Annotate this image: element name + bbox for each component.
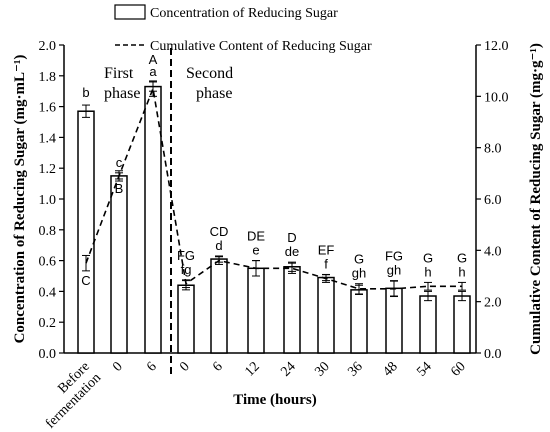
x-tick-label: 12 — [242, 359, 263, 380]
left-tick-label: 0.8 — [39, 224, 57, 239]
cumulative-line — [85, 85, 462, 290]
y-left-axis-title: Concentration of Reducing Sugar (mg·mL⁻¹… — [12, 55, 28, 344]
left-tick-label: 1.2 — [39, 162, 57, 177]
bar-significance-letter: gh — [387, 263, 401, 278]
right-tick-label: 8.0 — [484, 142, 502, 157]
bar — [144, 85, 162, 354]
left-tick-label: 0.0 — [39, 347, 57, 362]
phase-2-label-line1: Second — [186, 65, 233, 82]
x-tick-label: 24 — [278, 359, 299, 380]
bar-significance-letter: d — [215, 238, 222, 253]
bar-significance-letter: h — [424, 264, 431, 279]
legend-bar-label: Concentration of Reducing Sugar — [150, 6, 338, 21]
right-tick-label: 12.0 — [484, 39, 509, 54]
line-significance-letter: CD — [210, 224, 229, 239]
bar-significance-letter: f — [324, 256, 328, 271]
left-tick-label: 0.4 — [39, 285, 57, 300]
x-tick-label: 0 — [110, 359, 126, 375]
left-tick-label: 1.8 — [39, 70, 57, 85]
line-series: C B A FG CD DE D EF G FG G G — [81, 52, 467, 298]
legend: Concentration of Reducing Sugar Cumulati… — [114, 4, 372, 54]
x-tick-label: 54 — [414, 359, 435, 380]
x-tick-label: 6 — [144, 359, 160, 375]
bar — [110, 175, 128, 354]
phase-1-label-line1: First — [104, 65, 134, 82]
legend-line-label: Cumulative Content of Reducing Sugar — [150, 39, 372, 54]
line-significance-letter: C — [81, 273, 90, 288]
right-tick-label: 4.0 — [484, 244, 502, 259]
x-tick-label: 30 — [312, 359, 333, 380]
bar — [419, 295, 437, 354]
line-significance-letter: B — [115, 181, 124, 196]
bar — [453, 295, 471, 354]
bar — [350, 289, 368, 354]
x-tick-label: 60 — [448, 359, 469, 380]
bar — [385, 287, 403, 354]
left-axis-ticks: 0.0 0.2 0.4 0.6 0.8 1.0 1.2 1.4 1.6 1.8 2.0 — [39, 39, 64, 362]
line-significance-letter: DE — [247, 229, 265, 244]
left-tick-label: 1.4 — [39, 131, 57, 146]
line-significance-letter: FG — [177, 248, 195, 263]
right-tick-label: 10.0 — [484, 90, 509, 105]
x-axis-title: Time (hours) — [233, 392, 316, 408]
legend-bar-swatch — [114, 4, 146, 20]
x-tick-label: 6 — [210, 359, 226, 375]
left-tick-label: 0.6 — [39, 255, 57, 270]
left-tick-label: 2.0 — [39, 39, 57, 54]
right-tick-label: 6.0 — [484, 193, 502, 208]
bar-significance-letter: fg — [181, 262, 192, 277]
line-significance-letter: A — [149, 52, 158, 67]
line-significance-letter: G — [354, 252, 364, 267]
x-tick-label: Beforefermentation — [32, 359, 105, 432]
bar — [77, 110, 95, 354]
x-tick-label: 0 — [177, 359, 193, 375]
left-tick-label: 1.0 — [39, 193, 57, 208]
bar-significance-letter: gh — [352, 266, 366, 281]
bar-significance-letter: c — [116, 155, 123, 170]
line-significance-letter: FG — [385, 249, 403, 264]
right-tick-label: 2.0 — [484, 296, 502, 311]
phase-1-label-line2: phase — [104, 85, 140, 102]
bar-significance-letter: b — [82, 85, 89, 100]
left-tick-label: 1.6 — [39, 101, 57, 116]
left-tick-label: 0.2 — [39, 316, 57, 331]
bar — [317, 276, 335, 354]
bar — [247, 267, 265, 354]
line-significance-letter: G — [457, 250, 467, 265]
y-right-axis-title: Cumulative Content of Reducing Sugar (mg… — [528, 43, 544, 355]
line-significance-letter: D — [287, 230, 296, 245]
bar-significance-letter: h — [458, 264, 465, 279]
bar-significance-letter: e — [252, 243, 259, 258]
bar — [177, 284, 195, 354]
right-tick-label: 0.0 — [484, 347, 502, 362]
right-axis-ticks: 0.0 2.0 4.0 6.0 8.0 10.0 12.0 — [476, 39, 509, 362]
phase-2-label-line2: phase — [196, 85, 232, 102]
line-significance-letter: G — [423, 250, 433, 265]
line-significance-letter: EF — [318, 242, 335, 257]
bar-significance-letter: a — [149, 64, 157, 79]
x-tick-label: 48 — [380, 359, 401, 380]
bar — [283, 266, 301, 354]
bar — [210, 258, 228, 354]
bar-significance-letter: de — [285, 244, 299, 259]
x-tick-label: 36 — [345, 359, 366, 380]
